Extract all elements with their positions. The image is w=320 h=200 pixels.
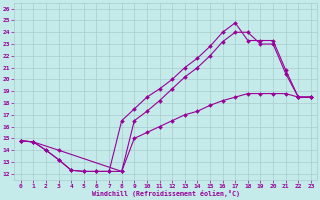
- X-axis label: Windchill (Refroidissement éolien,°C): Windchill (Refroidissement éolien,°C): [92, 190, 240, 197]
